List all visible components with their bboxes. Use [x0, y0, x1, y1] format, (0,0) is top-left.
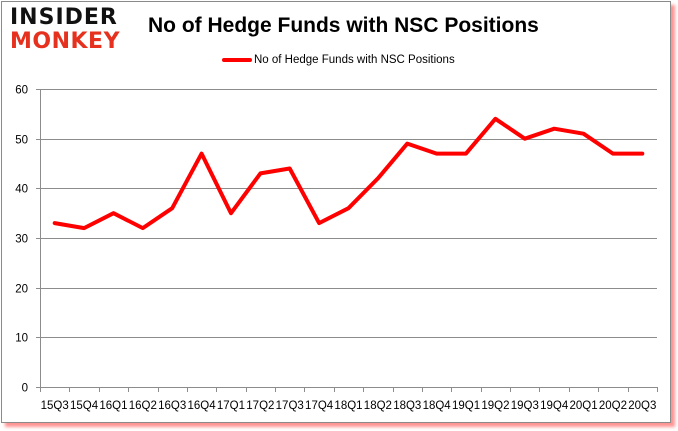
legend-label: No of Hedge Funds with NSC Positions	[254, 54, 455, 66]
x-tick-label: 19Q3	[511, 400, 539, 412]
x-axis-labels: 15Q3 15Q4 16Q1 16Q2 16Q3 16Q4 17Q1 17Q2 17Q3 17Q4…	[41, 400, 657, 412]
x-tick-label: 20Q3	[628, 400, 656, 412]
chart-title: No of Hedge Funds with NSC Positions	[148, 14, 539, 37]
insider-monkey-logo: INSIDER MONKEY	[10, 6, 128, 54]
y-tick-label: 40	[15, 184, 28, 196]
x-tick-label: 16Q1	[99, 400, 127, 412]
axes	[36, 89, 658, 392]
series-line-nsc-hedge-funds	[52, 116, 645, 231]
x-tick-label: 17Q3	[276, 400, 304, 412]
y-tick-label: 50	[15, 135, 28, 147]
chart-legend: No of Hedge Funds with NSC Positions	[222, 54, 455, 66]
x-tick-label: 20Q1	[569, 400, 597, 412]
y-tick-label: 10	[15, 333, 28, 345]
x-tick-label: 17Q1	[217, 400, 245, 412]
x-tick-label: 17Q2	[246, 400, 274, 412]
x-tick-label: 18Q1	[334, 400, 362, 412]
x-tick-label: 19Q1	[452, 400, 480, 412]
x-tick-label: 17Q4	[305, 400, 334, 412]
logo-line-monkey: MONKEY	[10, 29, 121, 54]
x-tick-label: 16Q4	[188, 400, 217, 412]
x-tick-label: 15Q4	[70, 400, 99, 412]
x-tick-label: 18Q2	[364, 400, 392, 412]
x-tick-label: 19Q2	[481, 400, 509, 412]
gridlines	[36, 89, 657, 338]
x-tick-label: 20Q2	[599, 400, 627, 412]
x-tick-label: 16Q2	[129, 400, 157, 412]
y-tick-label: 20	[15, 284, 28, 296]
x-tick-label: 18Q3	[393, 400, 421, 412]
y-axis-labels: 0 10 20 30 40 50 60	[15, 85, 28, 395]
y-tick-label: 30	[15, 234, 28, 246]
legend-line-swatch-icon	[222, 58, 252, 62]
logo-line-insider: INSIDER	[10, 5, 118, 30]
x-tick-label: 18Q4	[423, 400, 452, 412]
x-tick-label: 19Q4	[540, 400, 569, 412]
y-tick-label: 0	[22, 383, 28, 395]
y-tick-label: 60	[15, 85, 28, 97]
x-tick-label: 15Q3	[41, 400, 69, 412]
x-tick-label: 16Q3	[158, 400, 186, 412]
